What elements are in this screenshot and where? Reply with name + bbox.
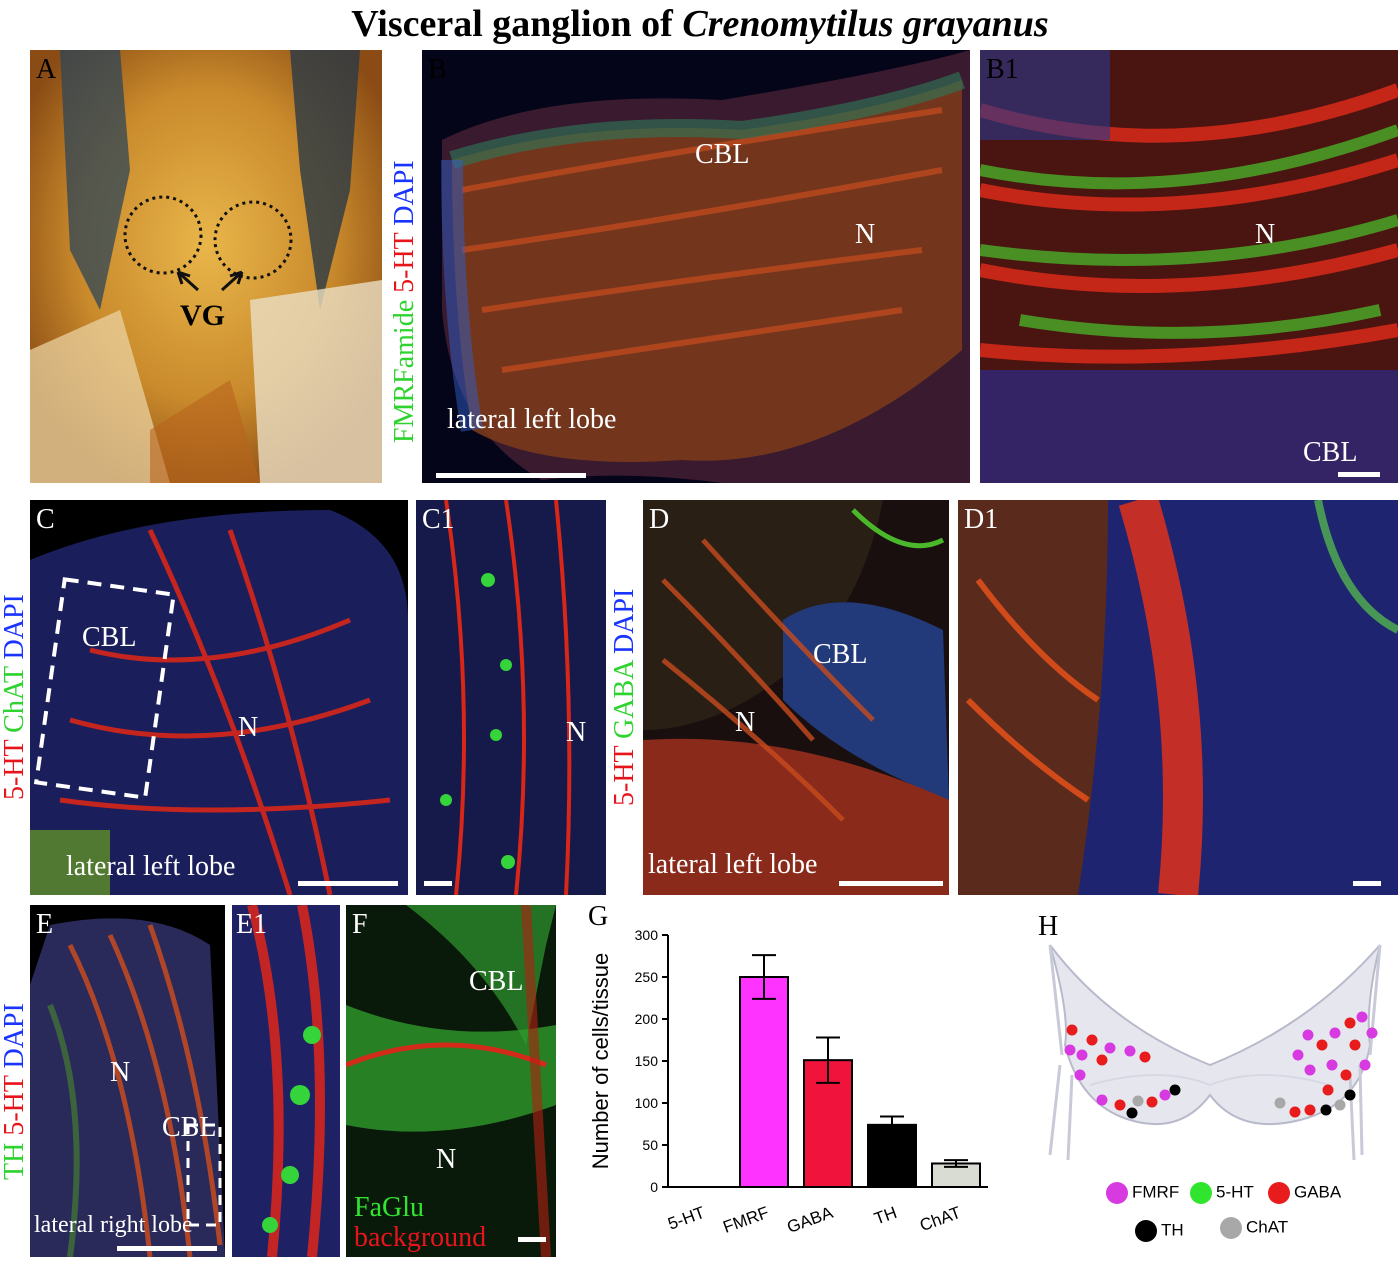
panel-b1-n: N: [1255, 219, 1276, 250]
legend-chat: ChAT: [1220, 1217, 1288, 1239]
y-tick-label: 100: [635, 1095, 659, 1111]
legend-gaba-dot: [1268, 1182, 1290, 1204]
legend-5ht: 5-HT: [1190, 1182, 1254, 1204]
panel-d1-scalebar: [1353, 881, 1381, 886]
panel-d1: D1: [958, 500, 1398, 895]
panel-b-stain-label: FMRFamide 5-HT DAPI: [389, 160, 420, 443]
panel-c1-scalebar: [424, 881, 452, 886]
legend-5ht-dot: [1190, 1182, 1212, 1204]
legend-fmrf-dot: [1106, 1182, 1128, 1204]
panel-c1: N C1: [416, 500, 606, 895]
legend-th: TH: [1135, 1220, 1184, 1242]
panel-f-n: N: [436, 1144, 457, 1175]
panel-g: 0 50 100 150 200 250 300 Number of cells/tissue…: [568, 895, 1008, 1262]
x-tick-label: FMRF: [720, 1203, 771, 1237]
panel-e-n: N: [110, 1057, 131, 1088]
panel-d-scalebar: [839, 881, 943, 886]
legend-chat-dot: [1220, 1217, 1242, 1239]
panel-f-scalebar: [518, 1237, 546, 1242]
x-tick-label: 5-HT: [665, 1203, 707, 1234]
panel-e-stain-label: TH 5-HT DAPI: [0, 1003, 30, 1180]
panel-d1-label: D1: [964, 504, 999, 535]
bar-fmrf: [739, 976, 789, 1188]
panel-b1: N CBL B1: [980, 50, 1398, 483]
panel-f-legend-red: background: [354, 1222, 487, 1253]
species-name: Crenomytilus grayanus: [682, 3, 1049, 45]
y-axis-label: Number of cells/tissue: [588, 953, 613, 1169]
y-tick-label: 150: [635, 1053, 659, 1069]
panel-g-label: G: [588, 901, 609, 932]
panel-d-cbl: CBL: [813, 639, 868, 670]
x-tick-label: GABA: [784, 1203, 836, 1237]
panel-c-cbl: CBL: [82, 622, 137, 653]
panel-f-cbl: CBL: [469, 966, 524, 997]
y-tick-label: 250: [635, 969, 659, 985]
legend-gaba: GABA: [1268, 1182, 1341, 1204]
panel-a-label: A: [36, 54, 57, 85]
panel-e-cbl: CBL: [162, 1112, 217, 1143]
panel-b-lobe: lateral left lobe: [447, 404, 617, 435]
panel-c-lobe: lateral left lobe: [66, 851, 236, 882]
panel-c-scalebar: [298, 881, 398, 886]
panel-b-n: N: [855, 219, 876, 250]
legend-th-dot: [1135, 1220, 1157, 1242]
panel-b: CBL N lateral left lobe B: [422, 50, 970, 483]
panel-c-stain-label: 5-HT ChAT DAPI: [0, 594, 30, 800]
x-tick-label: TH: [872, 1203, 900, 1229]
panel-b-scalebar: [436, 473, 586, 478]
panel-e: N CBL lateral right lobe E: [30, 905, 225, 1257]
panel-e-lobe: lateral right lobe: [34, 1212, 193, 1238]
bar-chart: 0 50 100 150 200 250 300 Number of cells/tissue…: [588, 927, 988, 1237]
ganglion-schematic: [1048, 944, 1382, 1161]
panel-e-label: E: [36, 909, 54, 940]
panel-a: A VG: [30, 50, 382, 483]
panel-f: CBL N FaGlu background F: [346, 905, 556, 1257]
y-tick-label: 50: [642, 1137, 658, 1153]
panel-c1-n: N: [566, 717, 587, 748]
y-tick-label: 0: [650, 1179, 658, 1195]
panel-f-label: F: [352, 909, 368, 940]
panel-c-n: N: [238, 712, 259, 743]
panel-c-label: C: [36, 504, 55, 535]
panel-d: CBL N lateral left lobe D: [643, 500, 949, 895]
panel-e1-label: E1: [236, 909, 268, 940]
panel-b1-cbl: CBL: [1303, 437, 1358, 468]
legend-fmrf: FMRF: [1106, 1182, 1179, 1204]
panel-e-scalebar: [117, 1246, 217, 1251]
panel-d-label: D: [649, 504, 670, 535]
panel-d-stain-label: 5-HT GABA DAPI: [609, 588, 640, 806]
bar-th: [867, 1123, 917, 1188]
panel-b-cbl: CBL: [695, 139, 750, 170]
panel-h: H FMRF 5-HT GABA TH ChAT: [1010, 905, 1398, 1257]
figure-title: Visceral ganglion of Crenomytilus grayan…: [351, 3, 1049, 45]
panel-h-label: H: [1038, 911, 1059, 942]
panel-b1-scalebar: [1338, 472, 1380, 477]
panel-b1-label: B1: [986, 54, 1019, 85]
panel-c1-label: C1: [422, 504, 455, 535]
vg-label: VG: [180, 299, 225, 332]
panel-f-legend-green: FaGlu: [354, 1192, 424, 1223]
panel-b-label: B: [428, 54, 447, 85]
panel-c: CBL N lateral left lobe C: [30, 500, 408, 895]
panel-d-lobe: lateral left lobe: [648, 849, 818, 880]
y-tick-label: 200: [635, 1011, 659, 1027]
y-tick-label: 300: [635, 927, 659, 943]
panel-d-n: N: [735, 707, 756, 738]
x-tick-label: ChAT: [917, 1203, 963, 1235]
panel-e1: E1: [232, 905, 340, 1257]
